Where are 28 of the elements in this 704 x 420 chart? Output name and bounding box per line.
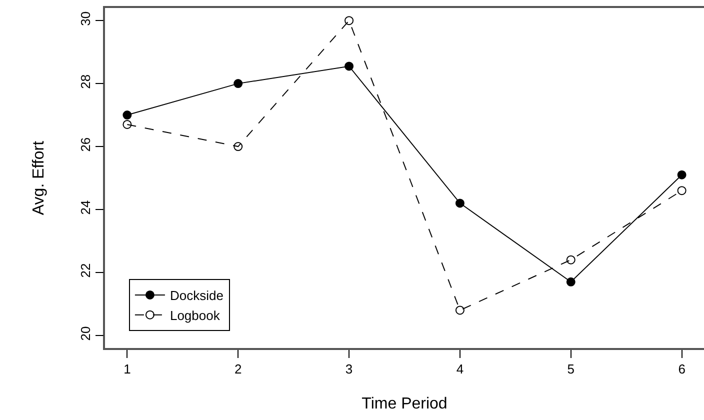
x-tick-label: 6 [678,361,686,376]
point [566,277,576,286]
point [234,79,243,88]
y-tick-label: 20 [78,326,94,341]
point [566,255,576,264]
y-tick-label: 26 [78,137,94,152]
point [234,142,243,152]
x-tick-label: 3 [345,361,353,376]
point [455,306,464,315]
point [122,120,132,129]
y-axis-title: Avg. Effort [30,140,48,216]
x-tick-label: 4 [456,361,464,376]
y-tick-label: 28 [78,74,94,89]
point [344,62,354,71]
y-tick-label: 30 [78,11,94,26]
y-tick-label: 22 [78,263,94,278]
point [677,186,686,196]
point [677,170,686,180]
x-axis-title: Time Period [362,396,448,413]
point [344,16,354,26]
x-tick-label: 1 [124,361,131,376]
x-tick-label: 2 [234,361,242,376]
legend-label: Dockside [170,288,224,304]
y-tick-label: 24 [78,200,94,215]
legend-label: Logbook [170,308,220,323]
point [122,110,132,120]
point [455,198,464,208]
x-tick-label: 5 [567,361,575,376]
